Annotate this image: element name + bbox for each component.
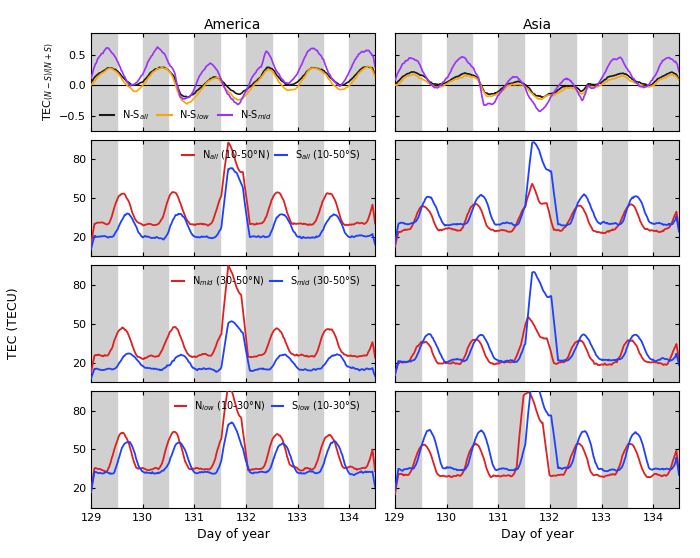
Title: Asia: Asia [522,18,552,32]
Bar [195,140,220,257]
Bar [246,266,272,382]
Bar [395,33,421,131]
Bar [601,266,627,382]
Bar [550,33,575,131]
Bar [195,33,220,131]
Bar [195,391,220,508]
Bar [447,266,473,382]
Bar [395,140,421,257]
Bar [298,391,323,508]
Bar [601,140,627,257]
Bar [550,391,575,508]
Bar [447,33,473,131]
Bar [143,140,169,257]
Bar [195,266,220,382]
Bar [143,266,169,382]
Bar [601,391,627,508]
Bar [91,140,117,257]
Bar [298,266,323,382]
Bar [91,391,117,508]
X-axis label: Day of year: Day of year [197,528,270,541]
Bar [298,33,323,131]
Text: TEC (TECU): TEC (TECU) [8,288,20,359]
Bar [246,391,272,508]
Bar [498,391,524,508]
Bar [349,140,375,257]
Bar [349,33,375,131]
Bar [395,391,421,508]
Legend: N$_{all}$ (10-50°N), S$_{all}$ (10-50°S): N$_{all}$ (10-50°N), S$_{all}$ (10-50°S) [178,145,365,166]
Bar [246,140,272,257]
Bar [395,266,421,382]
Bar [653,266,679,382]
Bar [246,33,272,131]
Bar [653,33,679,131]
Bar [498,33,524,131]
Bar [143,33,169,131]
Legend: N$_{low}$ (10-30°N), S$_{low}$ (10-30°S): N$_{low}$ (10-30°N), S$_{low}$ (10-30°S) [171,396,365,417]
Legend: N$_{mid}$ (30-50°N), S$_{mid}$ (30-50°S): N$_{mid}$ (30-50°N), S$_{mid}$ (30-50°S) [169,270,365,292]
Bar [447,140,473,257]
Bar [550,266,575,382]
Bar [447,391,473,508]
Bar [91,266,117,382]
X-axis label: Day of year: Day of year [500,528,573,541]
Bar [498,140,524,257]
Bar [601,33,627,131]
Legend: N-S$_{all}$, N-S$_{low}$, N-S$_{mid}$: N-S$_{all}$, N-S$_{low}$, N-S$_{mid}$ [96,104,276,126]
Bar [298,140,323,257]
Bar [498,266,524,382]
Bar [550,140,575,257]
Y-axis label: TEC$_{(N-S)/(N+S)}$: TEC$_{(N-S)/(N+S)}$ [42,43,57,121]
Bar [91,33,117,131]
Bar [143,391,169,508]
Bar [349,266,375,382]
Bar [653,391,679,508]
Title: America: America [204,18,262,32]
Bar [653,140,679,257]
Bar [349,391,375,508]
